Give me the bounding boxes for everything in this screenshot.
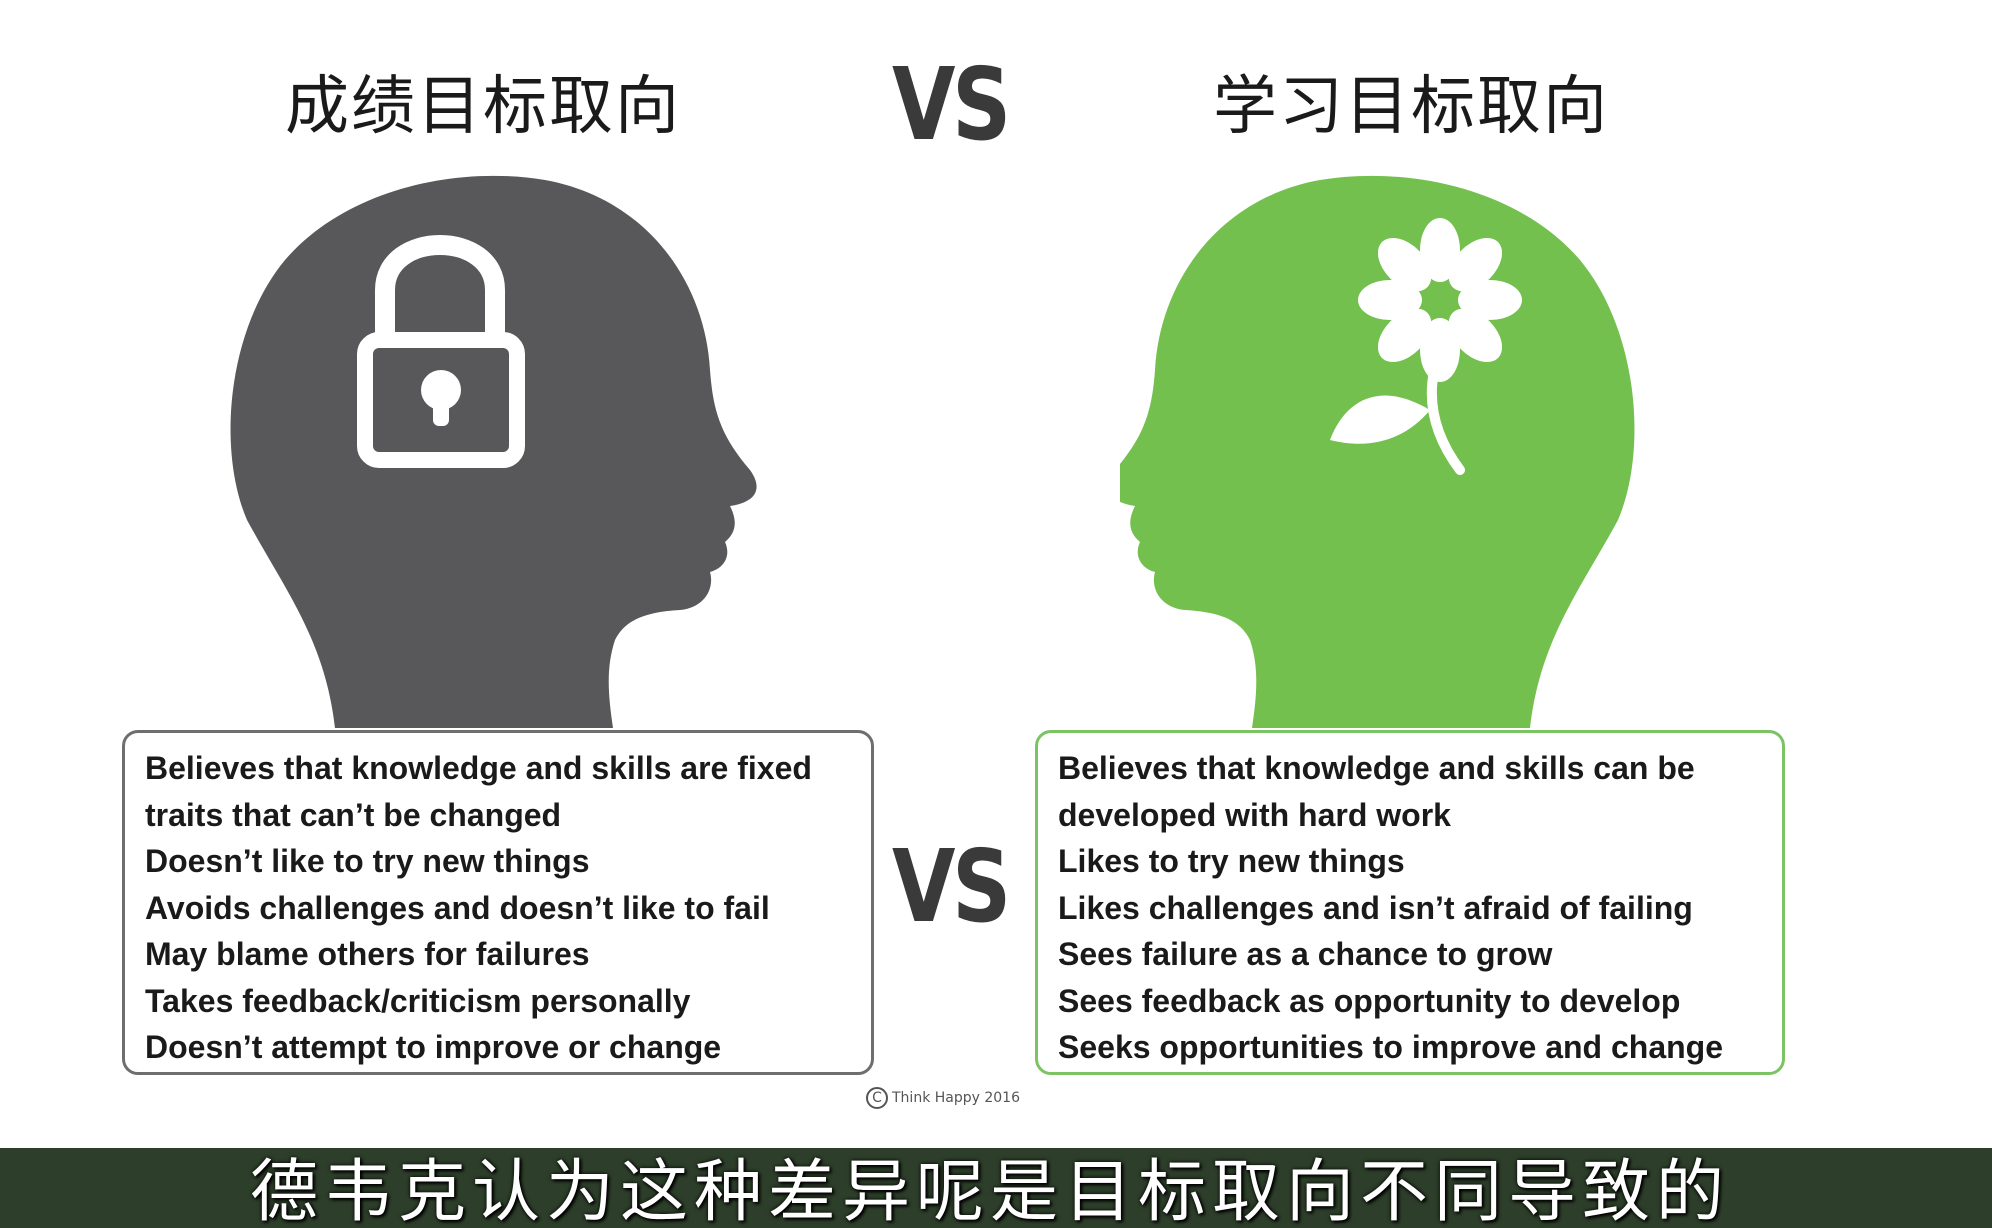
copyright-icon: C [866, 1087, 888, 1109]
head-silhouette-grey [230, 175, 757, 728]
video-subtitle: 德韦克认为这种差异呢是目标取向不同导致的 [250, 1153, 1731, 1228]
head-silhouette-green [1120, 175, 1635, 728]
trait-item: Sees failure as a chance to grow [1058, 936, 1553, 972]
trait-item: Seeks opportunities to improve and chang… [1058, 1029, 1724, 1065]
trait-item: Doesn’t attempt to improve or change [145, 1029, 722, 1065]
trait-item: Believes that knowledge and skills are f… [145, 750, 812, 786]
performance-goal-heading: 成绩目标取向 [285, 70, 681, 144]
padlock-icon [357, 235, 525, 468]
trait-item: Likes to try new things [1058, 843, 1405, 879]
trait-item: developed with hard work [1058, 796, 1451, 833]
vs-label-middle: VS [892, 828, 1011, 945]
trait-item: Believes that knowledge and skills can b… [1058, 750, 1695, 786]
growth-mindset-traits-box: Believes that knowledge and skills can b… [1035, 730, 1785, 1075]
trait-item: Sees feedback as opportunity to develop [1058, 982, 1681, 1019]
flower-icon [1330, 218, 1522, 475]
learning-goal-heading: 学习目标取向 [1213, 70, 1609, 144]
copyright-text: Think Happy 2016 [892, 1090, 1020, 1106]
fixed-mindset-head [230, 175, 757, 728]
trait-item: Likes challenges and isn’t afraid of fai… [1058, 889, 1693, 926]
trait-item: Avoids challenges and doesn’t like to fa… [145, 889, 770, 926]
growth-mindset-head [1120, 175, 1635, 728]
vs-label-top: VS [892, 46, 1011, 163]
growth-mindset-traits-list: Believes that knowledge and skills can b… [1058, 745, 1764, 1071]
subtitle-bar [0, 1148, 1992, 1228]
copyright-notice: C Think Happy 2016 [866, 1087, 1020, 1109]
trait-item: May blame others for failures [145, 936, 590, 972]
trait-item: Takes feedback/criticism personally [145, 982, 691, 1019]
fixed-mindset-traits-list: Believes that knowledge and skills are f… [145, 745, 853, 1071]
trait-item: Doesn’t like to try new things [145, 843, 590, 879]
trait-item: traits that can’t be changed [145, 796, 562, 833]
fixed-mindset-traits-box: Believes that knowledge and skills are f… [122, 730, 874, 1075]
